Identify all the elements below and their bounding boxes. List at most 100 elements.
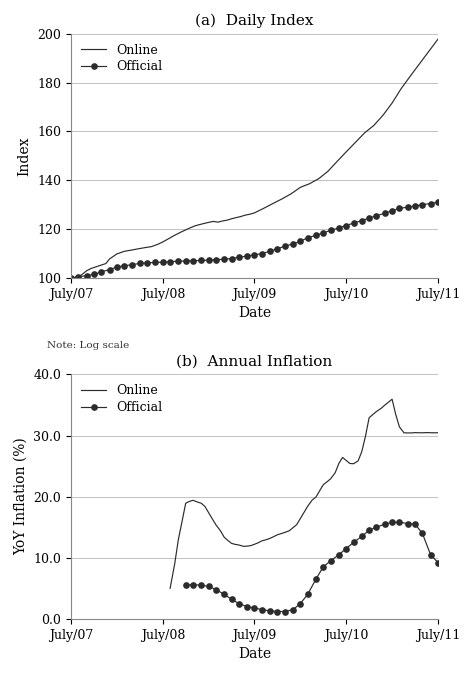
Official xyxy=(336,551,342,559)
Official xyxy=(290,240,296,248)
Title: (a)  Daily Index: (a) Daily Index xyxy=(195,14,314,28)
Official xyxy=(290,605,296,614)
Legend: Online, Official: Online, Official xyxy=(77,40,166,77)
Official xyxy=(282,608,288,616)
Y-axis label: YoY Inflation (%): YoY Inflation (%) xyxy=(14,437,28,556)
Official xyxy=(107,265,112,273)
Text: Note: Log scale: Note: Log scale xyxy=(47,341,130,350)
Official xyxy=(389,207,395,215)
Official xyxy=(160,258,165,266)
Line: Official: Official xyxy=(183,520,440,614)
Official xyxy=(282,242,288,250)
Online xyxy=(328,475,333,483)
Online xyxy=(389,395,395,403)
Official xyxy=(236,599,242,608)
Official xyxy=(298,238,303,246)
Official xyxy=(366,526,372,535)
Official xyxy=(121,262,127,270)
Online xyxy=(192,222,198,230)
Official xyxy=(206,583,211,591)
Official xyxy=(259,250,264,258)
Official xyxy=(328,557,333,565)
Official xyxy=(374,523,379,531)
Official xyxy=(328,226,333,234)
Y-axis label: Index: Index xyxy=(18,136,32,176)
Official xyxy=(412,520,418,528)
Official xyxy=(252,251,257,259)
Official xyxy=(244,603,250,611)
Online xyxy=(435,429,441,437)
Official xyxy=(305,234,310,242)
Official xyxy=(199,581,204,589)
Official xyxy=(274,244,280,252)
Official xyxy=(84,271,90,279)
Official xyxy=(351,539,356,547)
Online xyxy=(175,535,181,543)
Online xyxy=(244,542,250,550)
Official xyxy=(244,252,250,260)
Official xyxy=(320,229,326,237)
Official xyxy=(175,257,181,265)
Official xyxy=(382,520,388,528)
Line: Online: Online xyxy=(71,39,438,278)
Official xyxy=(382,209,388,217)
Official xyxy=(167,258,173,266)
Official xyxy=(267,247,273,255)
Official xyxy=(259,605,264,614)
Official xyxy=(298,599,303,608)
Online xyxy=(121,247,127,255)
Official xyxy=(336,224,342,232)
Online xyxy=(247,210,253,218)
Official xyxy=(374,212,379,220)
Official xyxy=(419,200,425,209)
Official xyxy=(267,607,273,615)
Online xyxy=(370,410,376,418)
Official xyxy=(359,217,365,225)
Online xyxy=(279,195,285,203)
Official xyxy=(419,529,425,537)
Official xyxy=(68,274,74,282)
Official xyxy=(435,558,441,566)
Official xyxy=(343,221,349,230)
Official xyxy=(114,263,120,271)
Official xyxy=(130,261,136,269)
Online xyxy=(233,213,239,221)
Title: (b)  Annual Inflation: (b) Annual Inflation xyxy=(176,355,333,369)
Official xyxy=(183,257,189,265)
Online xyxy=(298,514,303,522)
Official xyxy=(320,563,326,571)
Official xyxy=(397,518,402,526)
Official xyxy=(229,254,235,263)
Official xyxy=(153,259,158,267)
Official xyxy=(75,273,81,281)
Official xyxy=(144,259,150,267)
Online xyxy=(424,429,430,437)
Legend: Online, Official: Online, Official xyxy=(77,381,166,418)
Official xyxy=(313,232,319,240)
Official xyxy=(229,595,235,603)
Line: Official: Official xyxy=(68,200,440,281)
Official xyxy=(366,214,372,222)
Official xyxy=(221,255,227,263)
Official xyxy=(351,219,356,227)
Online xyxy=(167,585,173,593)
Official xyxy=(405,203,410,211)
Official xyxy=(389,518,395,526)
Official xyxy=(412,202,418,210)
Official xyxy=(199,256,204,265)
X-axis label: Date: Date xyxy=(238,306,271,321)
Official xyxy=(397,205,402,213)
X-axis label: Date: Date xyxy=(238,647,271,661)
Official xyxy=(435,198,441,207)
Official xyxy=(91,271,97,279)
Official xyxy=(359,533,365,541)
Official xyxy=(252,603,257,612)
Official xyxy=(190,256,196,265)
Online xyxy=(243,211,248,219)
Official xyxy=(190,580,196,589)
Official xyxy=(343,545,349,553)
Official xyxy=(221,591,227,599)
Online xyxy=(435,35,441,43)
Official xyxy=(305,591,310,599)
Line: Online: Online xyxy=(170,399,438,589)
